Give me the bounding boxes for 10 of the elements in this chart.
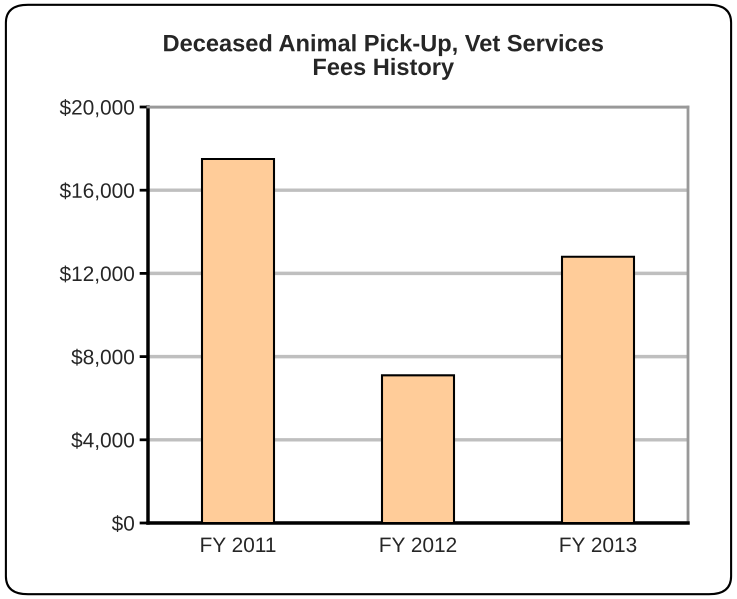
x-tick-label: FY 2011	[201, 537, 276, 552]
y-tick-label: $16,000	[60, 182, 134, 200]
y-tick-label: $4,000	[71, 432, 134, 450]
y-tick-label: $12,000	[60, 266, 134, 284]
y-tick-label: $20,000	[60, 99, 134, 118]
x-tick-label: FY 2012	[380, 537, 456, 552]
x-tick-label: FY 2013	[560, 537, 636, 552]
y-tick-label: $0	[112, 515, 134, 532]
y-tick-label: $8,000	[71, 348, 134, 367]
chart-title: Deceased Animal Pick-Up, Vet Services Fees History	[164, 34, 603, 80]
